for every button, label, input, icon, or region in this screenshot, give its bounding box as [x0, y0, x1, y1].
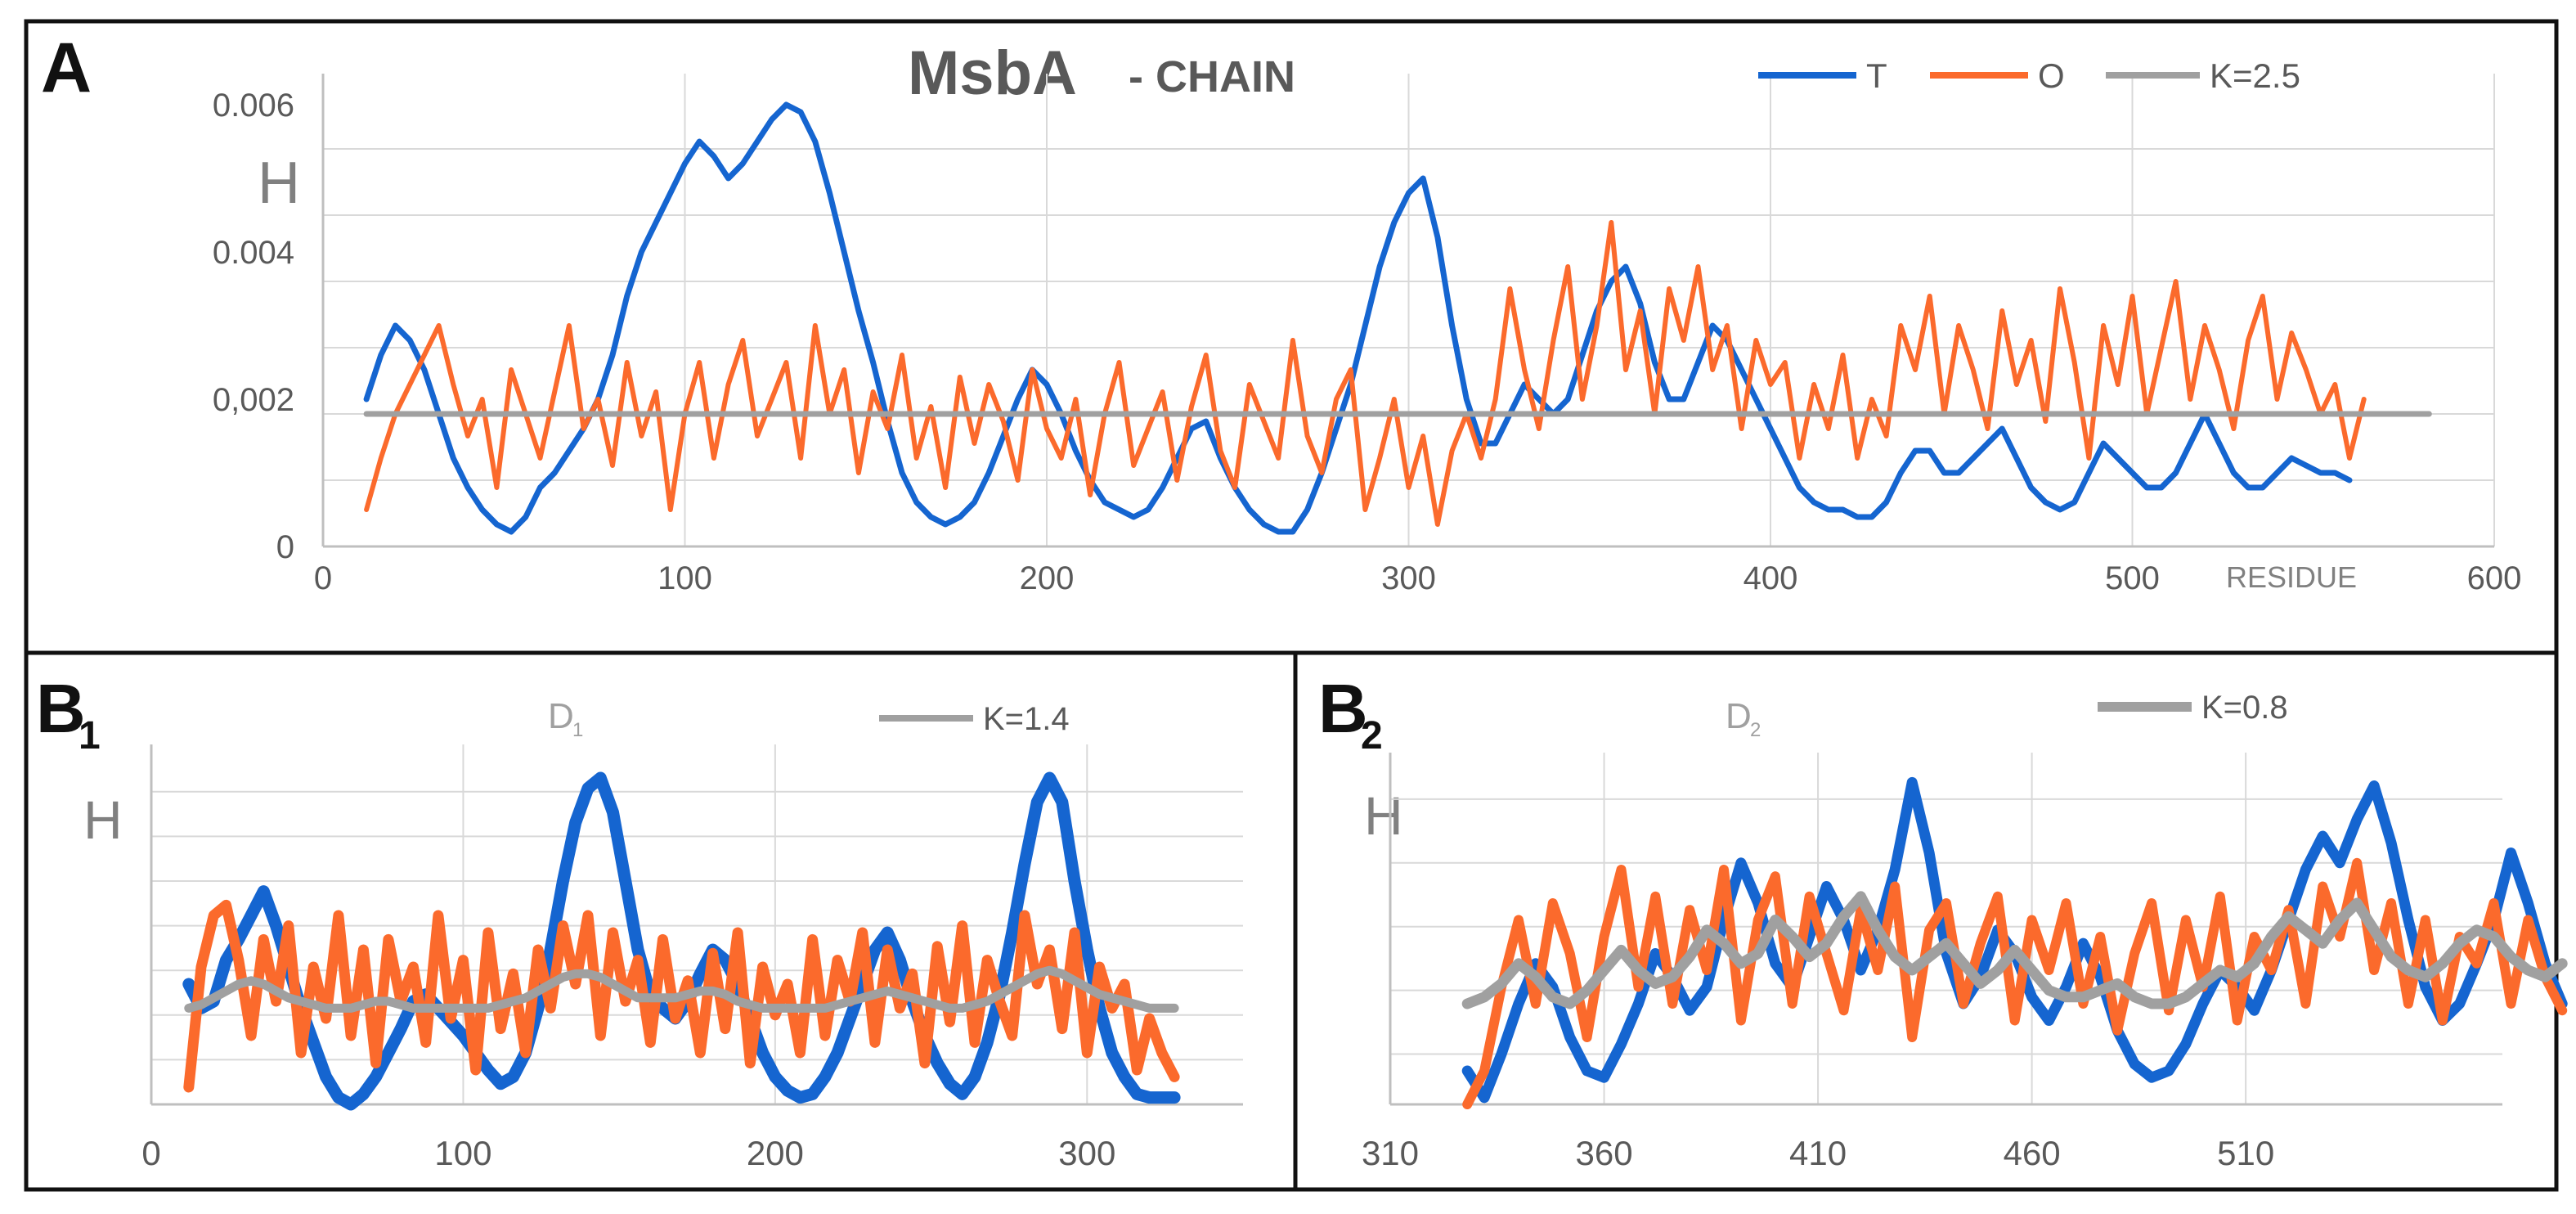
- panel-a-x-axis-label: RESIDUE: [2226, 560, 2357, 594]
- panel-b1: B 1 D 1 K=1.4 H 0 100 200 300: [36, 670, 1243, 1172]
- series-line-o: [364, 220, 2367, 527]
- panel-a-title: MsbA: [908, 38, 1077, 108]
- panel-b2-label: B: [1318, 670, 1368, 747]
- panel-b1-label: B: [36, 670, 86, 747]
- panel-a-subtitle: - CHAIN: [1129, 52, 1295, 101]
- x-tick-label: 400: [1744, 560, 1798, 596]
- panel-b2-x-ticks: 310 360 410 460 510: [1362, 1134, 2274, 1172]
- panel-b1-y-axis-label: H: [83, 789, 123, 850]
- x-tick-label: 300: [1381, 560, 1436, 596]
- x-tick-label: 310: [1362, 1134, 1419, 1172]
- series-line-k: [1461, 891, 2568, 1009]
- panel-b2-title-subscript: 2: [1750, 719, 1761, 741]
- panel-a-legend: T O K=2.5: [1758, 56, 2300, 95]
- x-tick-label: 100: [657, 560, 712, 596]
- series-line-k: [184, 965, 1179, 1013]
- panel-b1-label-subscript: 1: [79, 714, 101, 758]
- panel-a: A MsbA - CHAIN H RESIDUE 0 0,002 0.004 0.00…: [41, 29, 2521, 596]
- panel-b2-series: [1461, 776, 2568, 1109]
- x-tick-label: 410: [1789, 1134, 1847, 1172]
- panel-a-y-axis-label: H: [258, 151, 300, 216]
- legend-k-label: K=2.5: [2210, 56, 2300, 95]
- legend-t-label: T: [1866, 56, 1887, 95]
- panel-a-x-ticks: 0 100 200 300 400 500 600: [314, 560, 2522, 596]
- panel-b1-title: D: [548, 696, 574, 736]
- panel-b1-legend-label: K=1.4: [983, 701, 1070, 737]
- panel-b1-x-ticks: 0 100 200 300: [141, 1134, 1115, 1172]
- x-tick-label: 500: [2105, 560, 2160, 596]
- panel-a-y-ticks: 0 0,002 0.004 0.006: [213, 88, 294, 565]
- x-tick-label: 100: [434, 1134, 491, 1172]
- legend-o-label: O: [2038, 56, 2065, 95]
- panel-b1-title-subscript: 1: [572, 719, 583, 741]
- x-tick-label: 0: [314, 560, 332, 596]
- y-tick-label: 0.004: [213, 235, 294, 271]
- panel-a-label: A: [41, 29, 92, 107]
- panel-b1-series: [182, 771, 1181, 1111]
- x-tick-label: 200: [747, 1134, 804, 1172]
- x-tick-label: 600: [2467, 560, 2522, 596]
- x-tick-label: 510: [2217, 1134, 2274, 1172]
- panel-b2: B 2 D 2 K=0.8 H 310 360 410 460 510: [1318, 670, 2568, 1172]
- x-tick-label: 0: [141, 1134, 160, 1172]
- y-tick-label: 0,002: [213, 382, 294, 418]
- panel-b2-frame: [1293, 650, 2559, 1192]
- x-tick-label: 200: [1020, 560, 1075, 596]
- y-tick-label: 0: [276, 529, 294, 565]
- x-tick-label: 300: [1058, 1134, 1115, 1172]
- panel-b2-title: D: [1726, 696, 1752, 736]
- panel-b2-label-subscript: 2: [1361, 714, 1383, 758]
- y-tick-label: 0.006: [213, 88, 294, 124]
- x-tick-label: 460: [2004, 1134, 2061, 1172]
- series-line-t: [363, 101, 2353, 535]
- panel-b2-y-axis-label: H: [1364, 785, 1403, 846]
- panel-a-series: [363, 101, 2432, 535]
- panel-b2-legend-label: K=0.8: [2201, 690, 2288, 726]
- x-tick-label: 360: [1575, 1134, 1632, 1172]
